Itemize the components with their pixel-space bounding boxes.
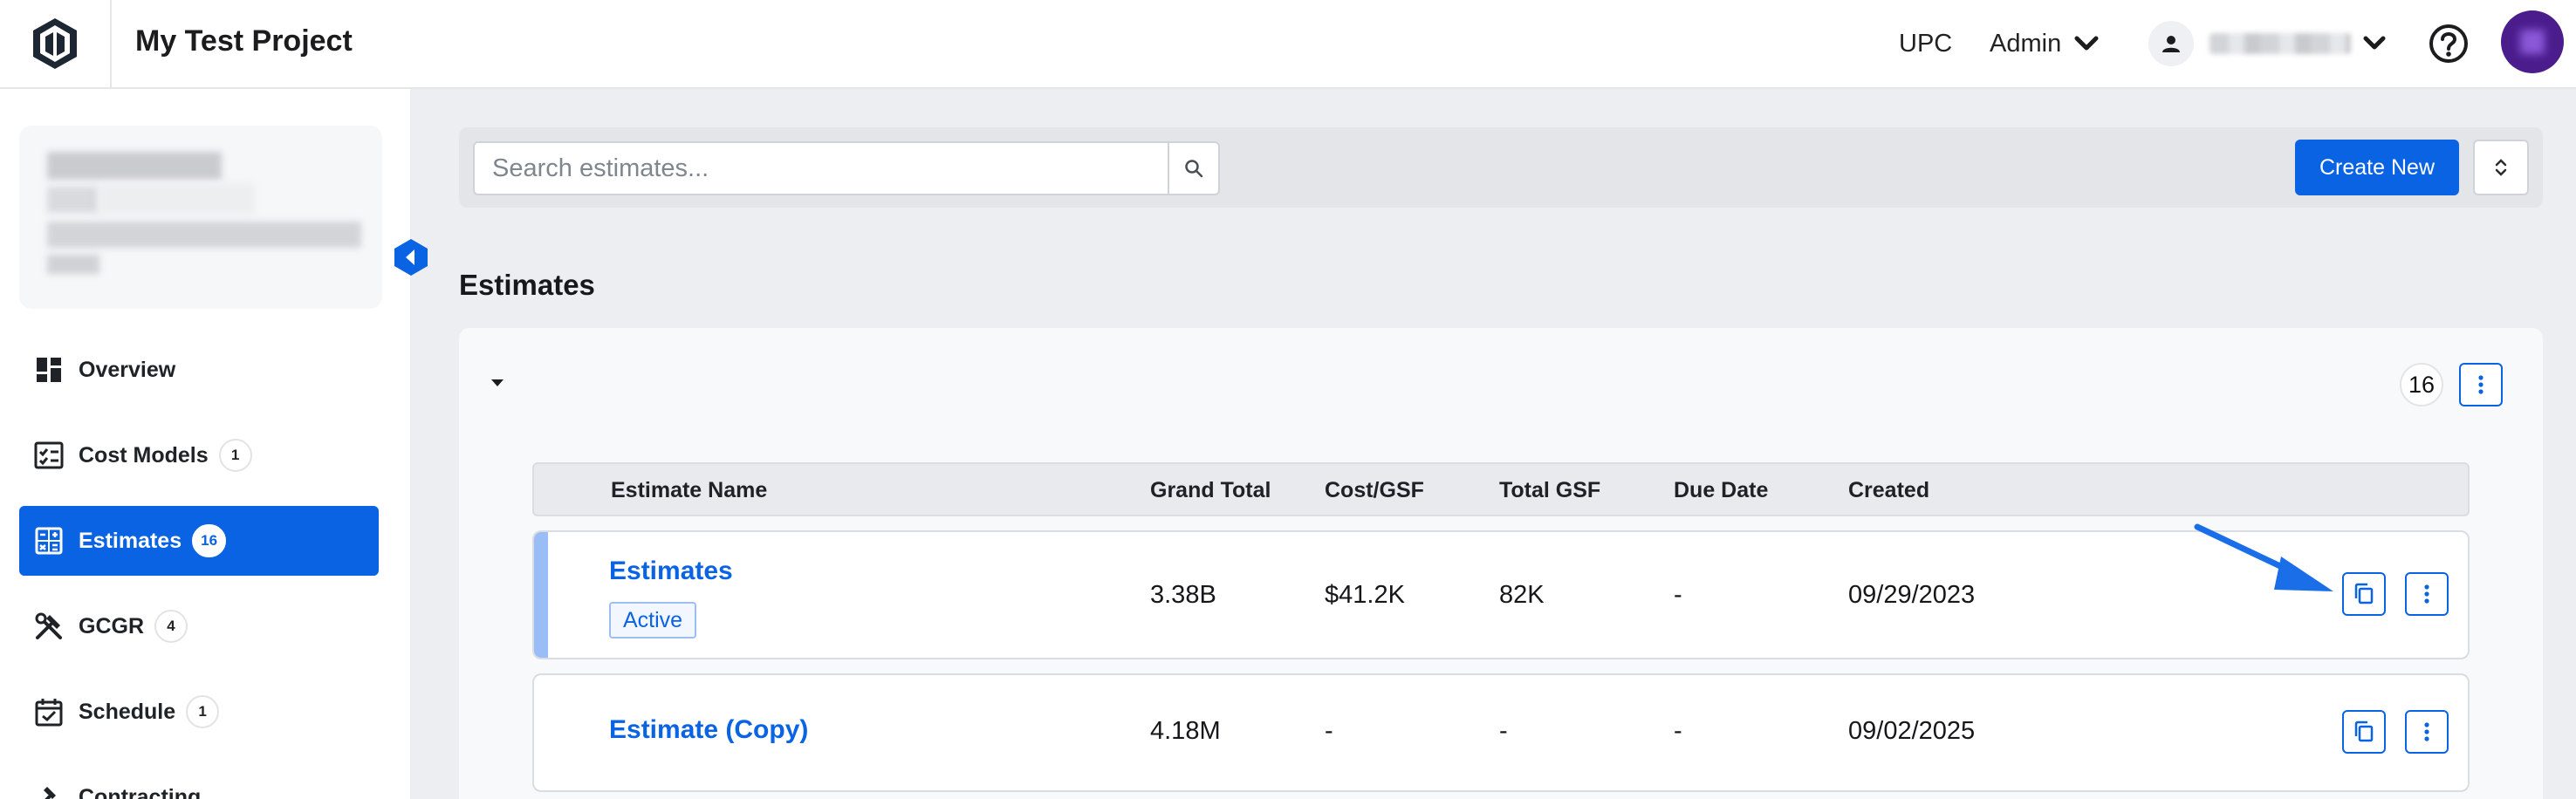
cost-gsf-cell: - (1325, 717, 1333, 745)
chevron-down-icon (2074, 36, 2099, 51)
search-input[interactable] (475, 143, 1168, 194)
calendar-check-icon (33, 696, 65, 727)
total-gsf-cell: - (1499, 717, 1508, 745)
collapse-sidebar-button[interactable] (391, 237, 431, 277)
count-badge: 1 (186, 695, 220, 728)
tools-icon (33, 611, 65, 642)
sidebar-item-estimates[interactable]: Estimates 16 (19, 506, 379, 576)
row-more-button[interactable] (2405, 710, 2449, 754)
column-header-cost-gsf[interactable]: Cost/GSF (1325, 478, 1424, 502)
column-header-created[interactable]: Created (1848, 478, 1930, 502)
organization-card-redacted[interactable] (19, 126, 382, 309)
grand-total-cell: 4.18M (1150, 717, 1221, 745)
grand-total-cell: 3.38B (1150, 581, 1216, 609)
row-more-button[interactable] (2405, 572, 2449, 616)
due-date-cell: - (1674, 581, 1682, 609)
sidebar-item-label: Estimates (79, 528, 182, 553)
count-badge: 1 (218, 439, 252, 472)
page-title: Estimates (459, 269, 595, 301)
created-cell: 09/02/2025 (1848, 717, 1976, 745)
count-badge: 16 (192, 524, 227, 557)
duplicate-button[interactable] (2342, 710, 2386, 754)
logo-hexagon-icon (33, 18, 77, 69)
created-cell: 09/29/2023 (1848, 581, 1976, 609)
sidebar-item-label: GCGR (79, 613, 144, 639)
table-row[interactable]: Estimate (Copy) 4.18M - - - 09/02/2025 (532, 673, 2470, 792)
more-vertical-icon (2424, 584, 2429, 604)
sidebar-item-label: Cost Models (79, 442, 209, 468)
dashboard-icon (33, 354, 65, 386)
sidebar-item-label: Contracting (79, 784, 202, 799)
sidebar: Overview Cost Models 1 (0, 89, 428, 799)
sidebar-item-label: Overview (79, 357, 176, 382)
estimates-count-badge: 16 (2400, 363, 2443, 406)
search-icon (1185, 160, 1203, 178)
user-menu[interactable] (2148, 21, 2194, 66)
gavel-icon (33, 782, 65, 799)
avatar[interactable] (2501, 10, 2564, 73)
sidebar-item-cost-models[interactable]: Cost Models 1 (19, 420, 379, 490)
cost-gsf-cell: $41.2K (1325, 581, 1405, 609)
due-date-cell: - (1674, 717, 1682, 745)
org-label[interactable]: UPC (1899, 29, 1953, 58)
sort-button[interactable] (2473, 140, 2529, 195)
caret-down-icon[interactable] (489, 377, 506, 389)
row-selected-indicator (534, 532, 548, 658)
column-header-due-date[interactable]: Due Date (1674, 478, 1769, 502)
estimate-name-link[interactable]: Estimates (609, 557, 733, 585)
duplicate-button[interactable] (2342, 572, 2386, 616)
checklist-icon (33, 440, 65, 471)
app-logo[interactable] (0, 0, 112, 87)
person-icon (2162, 36, 2180, 52)
user-name-redacted[interactable] (2209, 33, 2351, 54)
table-row[interactable]: Estimates Active 3.38B $41.2K 82K - 09/2… (532, 530, 2470, 659)
role-menu[interactable]: Admin (1990, 0, 2100, 87)
search-button[interactable] (1168, 143, 1218, 194)
column-header-total-gsf[interactable]: Total GSF (1499, 478, 1601, 502)
search-box (473, 141, 1220, 195)
column-header-grand-total[interactable]: Grand Total (1150, 478, 1271, 502)
create-new-button[interactable]: Create New (2295, 140, 2459, 195)
more-vertical-icon (2478, 375, 2484, 394)
help-circle-icon[interactable] (2428, 23, 2470, 65)
user-caret-chevron-down-icon[interactable] (2361, 30, 2388, 56)
annotation-arrow-icon (2194, 523, 2333, 591)
copy-icon (2354, 583, 2374, 604)
top-bar: My Test Project UPC Admin (0, 0, 2576, 89)
status-badge: Active (609, 602, 697, 639)
sort-chevrons-icon (2495, 159, 2507, 176)
estimates-toolbar: Create New (459, 127, 2543, 208)
calculator-icon (33, 525, 65, 557)
group-more-button[interactable] (2459, 363, 2503, 406)
copy-icon (2354, 720, 2374, 742)
estimates-group-panel: 16 Estimate Name Grand Total Cost/GSF To… (459, 328, 2543, 799)
column-header-estimate-name[interactable]: Estimate Name (611, 478, 768, 502)
more-vertical-icon (2424, 722, 2429, 741)
sidebar-item-schedule[interactable]: Schedule 1 (19, 677, 379, 747)
sidebar-item-overview[interactable]: Overview (19, 335, 379, 405)
total-gsf-cell: 82K (1499, 581, 1545, 609)
count-badge: 4 (154, 610, 188, 643)
role-menu-label: Admin (1990, 29, 2062, 58)
sidebar-item-label: Schedule (79, 699, 176, 724)
estimate-name-link[interactable]: Estimate (Copy) (609, 715, 809, 744)
project-title: My Test Project (135, 24, 353, 58)
table-header: Estimate Name Grand Total Cost/GSF Total… (532, 462, 2470, 516)
sidebar-item-contracting[interactable]: Contracting (19, 762, 379, 799)
sidebar-item-gcgr[interactable]: GCGR 4 (19, 591, 379, 661)
